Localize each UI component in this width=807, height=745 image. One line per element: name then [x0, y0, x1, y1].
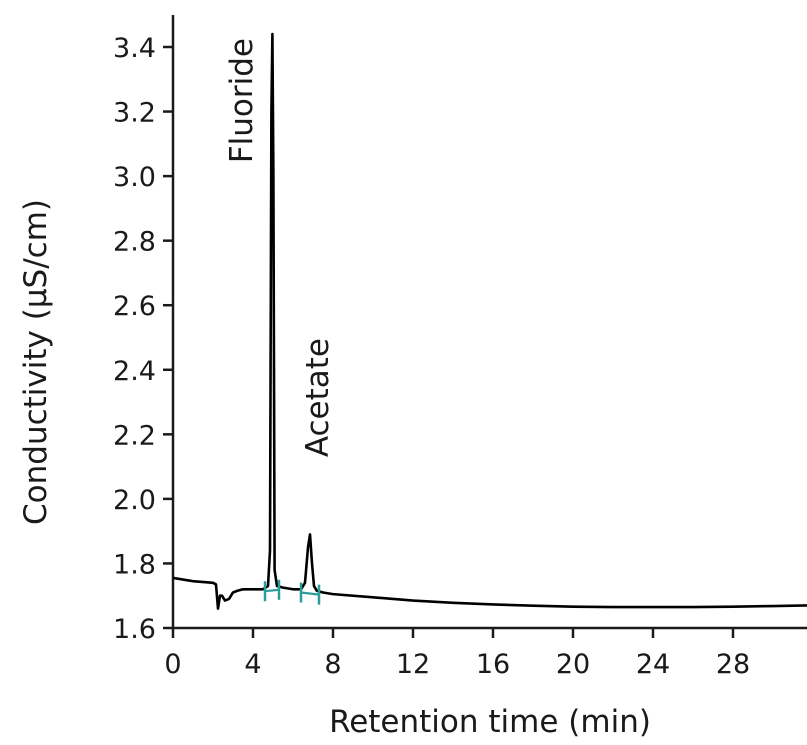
plot-area: [173, 32, 807, 610]
y-tick-label: 2.6: [113, 291, 156, 322]
y-tick-label: 2.2: [113, 420, 156, 451]
x-tick-label: 0: [164, 649, 181, 680]
x-tick-label: 4: [244, 649, 261, 680]
x-tick-label: 20: [556, 649, 590, 680]
y-tick-label: 1.6: [113, 614, 156, 645]
x-tick-label: 16: [476, 649, 510, 680]
peak-label-acetate: Acetate: [300, 338, 336, 457]
y-tick-label: 3.0: [113, 162, 156, 193]
axes: 1.6 1.8 2.0 2.2 2.4 2.6 2.8 3.0 3.2 3.4 0 4 8 12 16 20 2…: [113, 15, 807, 680]
x-tick-label: 24: [636, 649, 670, 680]
integration-mark: [263, 579, 281, 602]
y-tick-label: 1.8: [113, 549, 156, 580]
x-tick-label: 8: [324, 649, 341, 680]
y-tick-label: 3.2: [113, 98, 156, 129]
x-axis-title: Retention time (min): [329, 704, 651, 740]
y-tick-label: 2.4: [113, 356, 156, 387]
labels: Retention time (min) Conductivity (µS/cm)…: [18, 38, 651, 740]
y-tick-label: 2.0: [113, 485, 156, 516]
y-axis-title: Conductivity (µS/cm): [18, 199, 54, 525]
integration-mark: [299, 582, 321, 605]
x-tick-label: 28: [716, 649, 750, 680]
x-tick-label: 12: [396, 649, 430, 680]
peak-label-fluoride: Fluoride: [224, 38, 260, 163]
chromatogram-trace: [173, 32, 807, 610]
y-tick-label: 3.4: [113, 33, 156, 64]
y-tick-label: 2.8: [113, 227, 156, 258]
